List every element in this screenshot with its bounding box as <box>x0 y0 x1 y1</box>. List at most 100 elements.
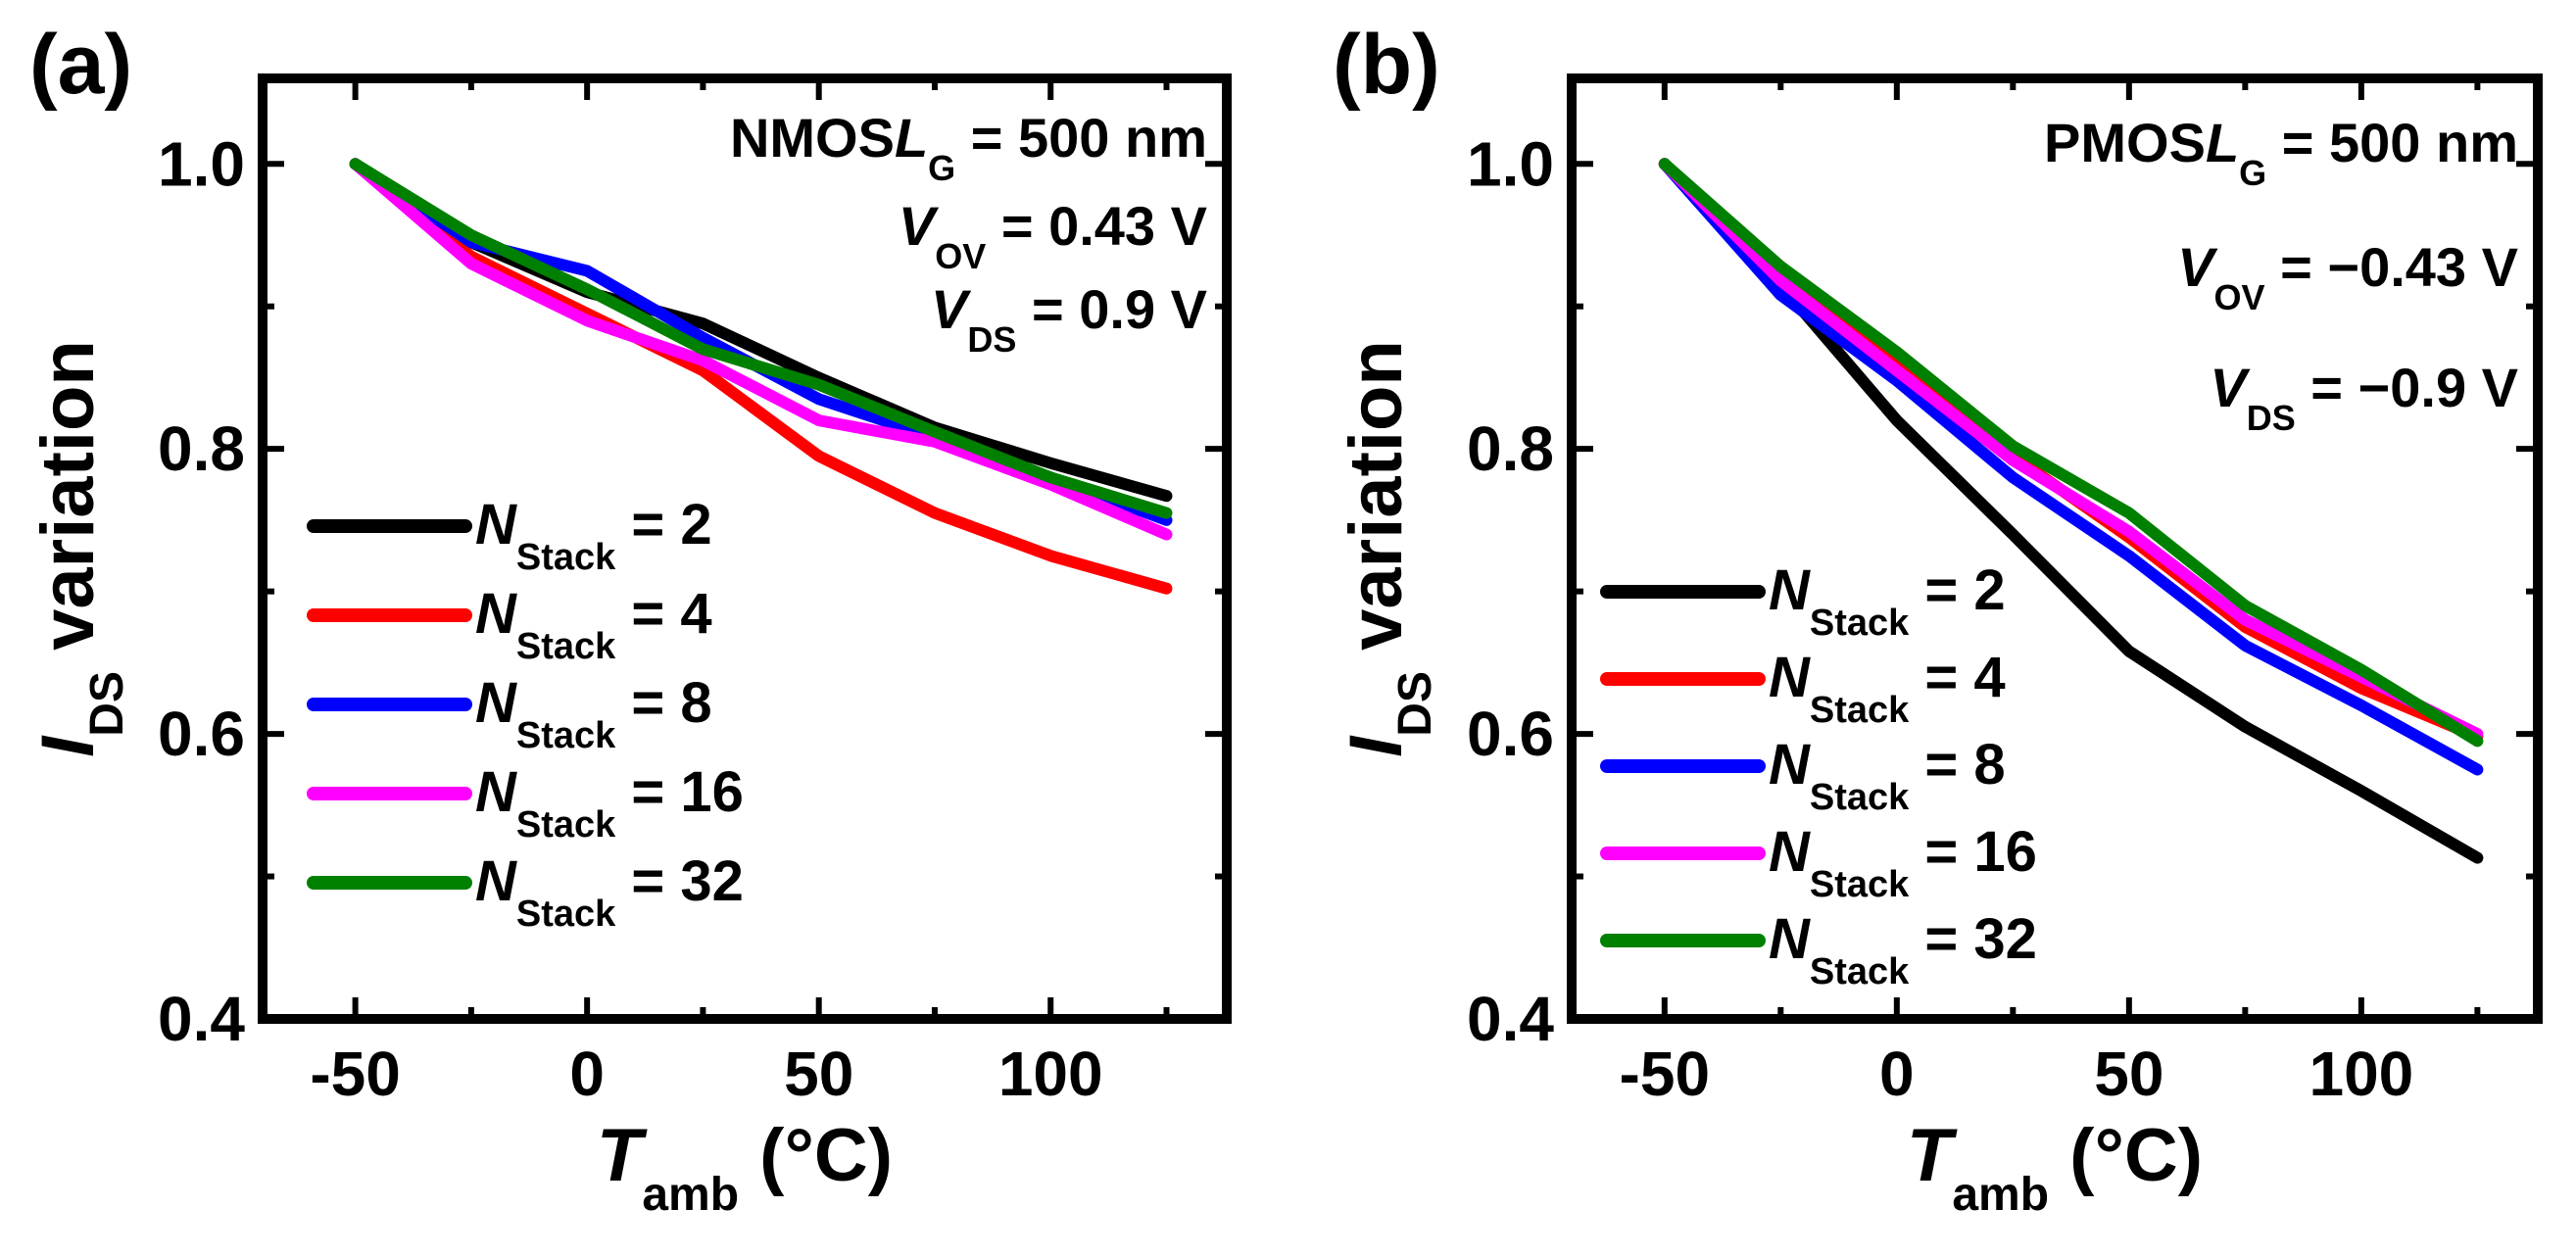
italic-symbol: T <box>1907 1114 1958 1197</box>
y-tick-label: 1.0 <box>158 128 245 199</box>
italic-symbol: N <box>475 760 517 824</box>
label-rest: = 16 <box>615 760 744 824</box>
label-rest: = 8 <box>1909 733 2005 797</box>
italic-symbol: T <box>597 1114 648 1197</box>
subscript: DS <box>967 319 1016 360</box>
italic-symbol: N <box>1769 558 1811 622</box>
label-rest: variation <box>26 340 110 671</box>
subscript: OV <box>935 236 986 276</box>
panel-label: (b) <box>1333 18 1440 112</box>
label-rest: = 16 <box>1909 820 2037 884</box>
x-axis-title: Tamb (°C) <box>1907 1114 2203 1221</box>
italic-symbol: V <box>2177 236 2218 298</box>
series-line-nstack-4 <box>349 158 1173 595</box>
legend-label: NStack = 32 <box>1769 907 2037 992</box>
subscript: Stack <box>516 715 616 756</box>
subscript: Stack <box>1810 690 1910 731</box>
y-tick-label: 0.8 <box>1467 413 1554 484</box>
label-rest: = 2 <box>615 493 711 556</box>
label-rest: = −0.43 V <box>2265 236 2518 298</box>
y-tick-label: 0.4 <box>158 984 245 1054</box>
y-tick-label: 0.6 <box>158 699 245 769</box>
condition-annotation: VDS = 0.9 V <box>931 278 1207 360</box>
condition-annotation: VDS = −0.9 V <box>2210 357 2518 438</box>
subscript: Stack <box>1810 951 1910 992</box>
italic-symbol: N <box>475 493 517 556</box>
x-tick-label: 0 <box>569 1039 605 1109</box>
y-tick-label: 0.8 <box>158 413 245 484</box>
legend-label: NStack = 8 <box>1769 733 2006 818</box>
x-tick-label: -50 <box>310 1039 401 1109</box>
subscript: amb <box>1952 1169 2049 1221</box>
condition-annotation: PMOSLG = 500 nm <box>2044 112 2518 193</box>
x-axis-title: Tamb (°C) <box>597 1114 893 1221</box>
subscript: G <box>2239 153 2266 193</box>
italic-symbol: N <box>1769 907 1811 971</box>
condition-annotation: VOV = −0.43 V <box>2177 236 2518 317</box>
x-tick-label: 100 <box>2309 1039 2413 1109</box>
legend-label: NStack = 32 <box>475 849 744 935</box>
plot-frame <box>1567 73 2543 1024</box>
legend-label: NStack = 2 <box>475 493 712 578</box>
condition-annotation: NMOSLG = 500 nm <box>730 107 1207 188</box>
subscript: DS <box>81 671 133 737</box>
x-tick-label: 0 <box>1879 1039 1915 1109</box>
y-axis-title: IDS variation <box>1335 340 1441 757</box>
legend-label: NStack = 16 <box>1769 820 2037 905</box>
subscript: Stack <box>1810 777 1910 818</box>
italic-symbol: V <box>931 278 972 340</box>
legend-label: NStack = 16 <box>475 760 744 846</box>
legend-label: NStack = 4 <box>1769 646 2006 731</box>
y-tick-label: 0.6 <box>1467 699 1554 769</box>
italic-symbol: N <box>1769 733 1811 797</box>
subscript: Stack <box>516 894 616 935</box>
italic-symbol: L <box>2206 112 2239 173</box>
label-rest: = 500 nm <box>2266 112 2518 173</box>
legend-label: NStack = 8 <box>475 671 712 756</box>
italic-symbol: N <box>475 849 517 913</box>
subscript: Stack <box>516 804 616 846</box>
y-tick-label: 1.0 <box>1467 128 1554 199</box>
italic-symbol: N <box>1769 646 1811 709</box>
subscript: DS <box>2247 398 2296 438</box>
panel-label: (a) <box>29 18 132 112</box>
series-line-nstack-32 <box>1658 158 2484 748</box>
label-rest: = 0.9 V <box>1016 278 1207 340</box>
subscript: G <box>928 148 955 188</box>
series-line-nstack-16 <box>1658 158 2484 741</box>
x-tick-label: -50 <box>1620 1039 1711 1109</box>
y-tick-label: 0.4 <box>1467 984 1554 1054</box>
subscript: OV <box>2214 277 2265 317</box>
label-rest: = 32 <box>615 849 744 913</box>
chart-panel-b: (b) -50 0 50 100 0.4 0.6 0.8 1.0 Tamb (°C) IDS var… <box>1333 18 2543 1221</box>
legend-label: NStack = 2 <box>1769 558 2006 644</box>
condition-annotation: VOV = 0.43 V <box>899 195 1207 276</box>
series-line-nstack-16 <box>349 158 1173 541</box>
device-type: PMOS <box>2044 112 2206 173</box>
subscript: Stack <box>1810 603 1910 644</box>
x-tick-label: 50 <box>784 1039 853 1109</box>
italic-symbol: I <box>26 735 110 757</box>
label-rest: variation <box>1335 340 1418 671</box>
subscript: Stack <box>516 537 616 578</box>
x-tick-label: 50 <box>2094 1039 2163 1109</box>
subscript: amb <box>642 1169 739 1221</box>
device-type: NMOS <box>730 107 895 169</box>
italic-symbol: N <box>1769 820 1811 884</box>
label-rest: = −0.9 V <box>2296 357 2518 418</box>
label-rest: = 0.43 V <box>986 195 1207 257</box>
label-rest: = 2 <box>1909 558 2005 622</box>
italic-symbol: N <box>475 582 517 646</box>
italic-symbol: V <box>2210 357 2251 418</box>
italic-symbol: L <box>895 107 928 169</box>
label-rest: = 8 <box>615 671 711 735</box>
series-line-nstack-8 <box>1658 158 2484 776</box>
plot-frame <box>258 73 1232 1024</box>
label-rest: = 4 <box>1909 646 2005 709</box>
italic-symbol: V <box>899 195 940 257</box>
x-tick-label: 100 <box>998 1039 1103 1109</box>
series-line-nstack-32 <box>349 158 1173 519</box>
label-rest: = 32 <box>1909 907 2037 971</box>
